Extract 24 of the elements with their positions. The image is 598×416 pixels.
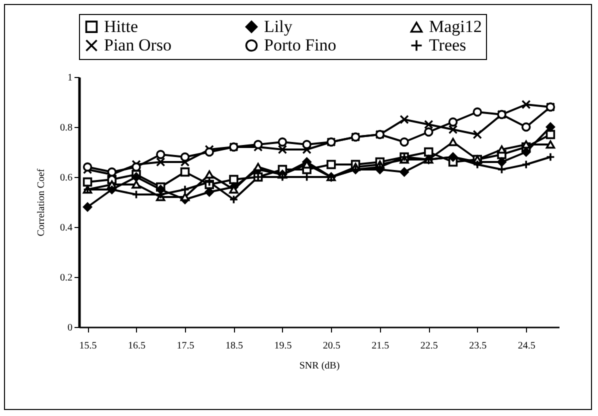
- y-tick-label: 0: [68, 322, 72, 334]
- legend-label: Trees: [429, 36, 466, 54]
- y-axis-title: Correlation Coef: [36, 168, 47, 236]
- y-tick-label: 0.8: [60, 122, 72, 134]
- legend-label: Pian Orso: [104, 36, 172, 54]
- y-tick-label: 0.6: [60, 172, 72, 184]
- x-tick-label: 15.5: [79, 340, 97, 352]
- x-tick-label: 20.5: [322, 340, 340, 352]
- x-tick-label: 17.5: [176, 340, 194, 352]
- x-tick-label: 23.5: [469, 340, 487, 352]
- legend-label: Magi12: [429, 17, 482, 36]
- x-tick-label: 16.5: [128, 340, 146, 352]
- legend-label: Porto Fino: [264, 36, 336, 54]
- y-tick-label: 0.4: [60, 222, 72, 234]
- legend-label: Hitte: [104, 16, 138, 36]
- x-axis-title: SNR (dB): [299, 360, 340, 372]
- x-tick-label: 22.5: [420, 340, 438, 352]
- y-tick-label: 0.2: [60, 272, 72, 284]
- x-tick-label: 18.5: [225, 340, 243, 352]
- x-tick-label: 24.5: [518, 340, 536, 352]
- x-tick-label: 21.5: [372, 340, 390, 352]
- x-tick-label: 19.5: [274, 340, 292, 352]
- y-tick-label: 1: [68, 72, 72, 84]
- legend-label: Lily: [264, 16, 293, 36]
